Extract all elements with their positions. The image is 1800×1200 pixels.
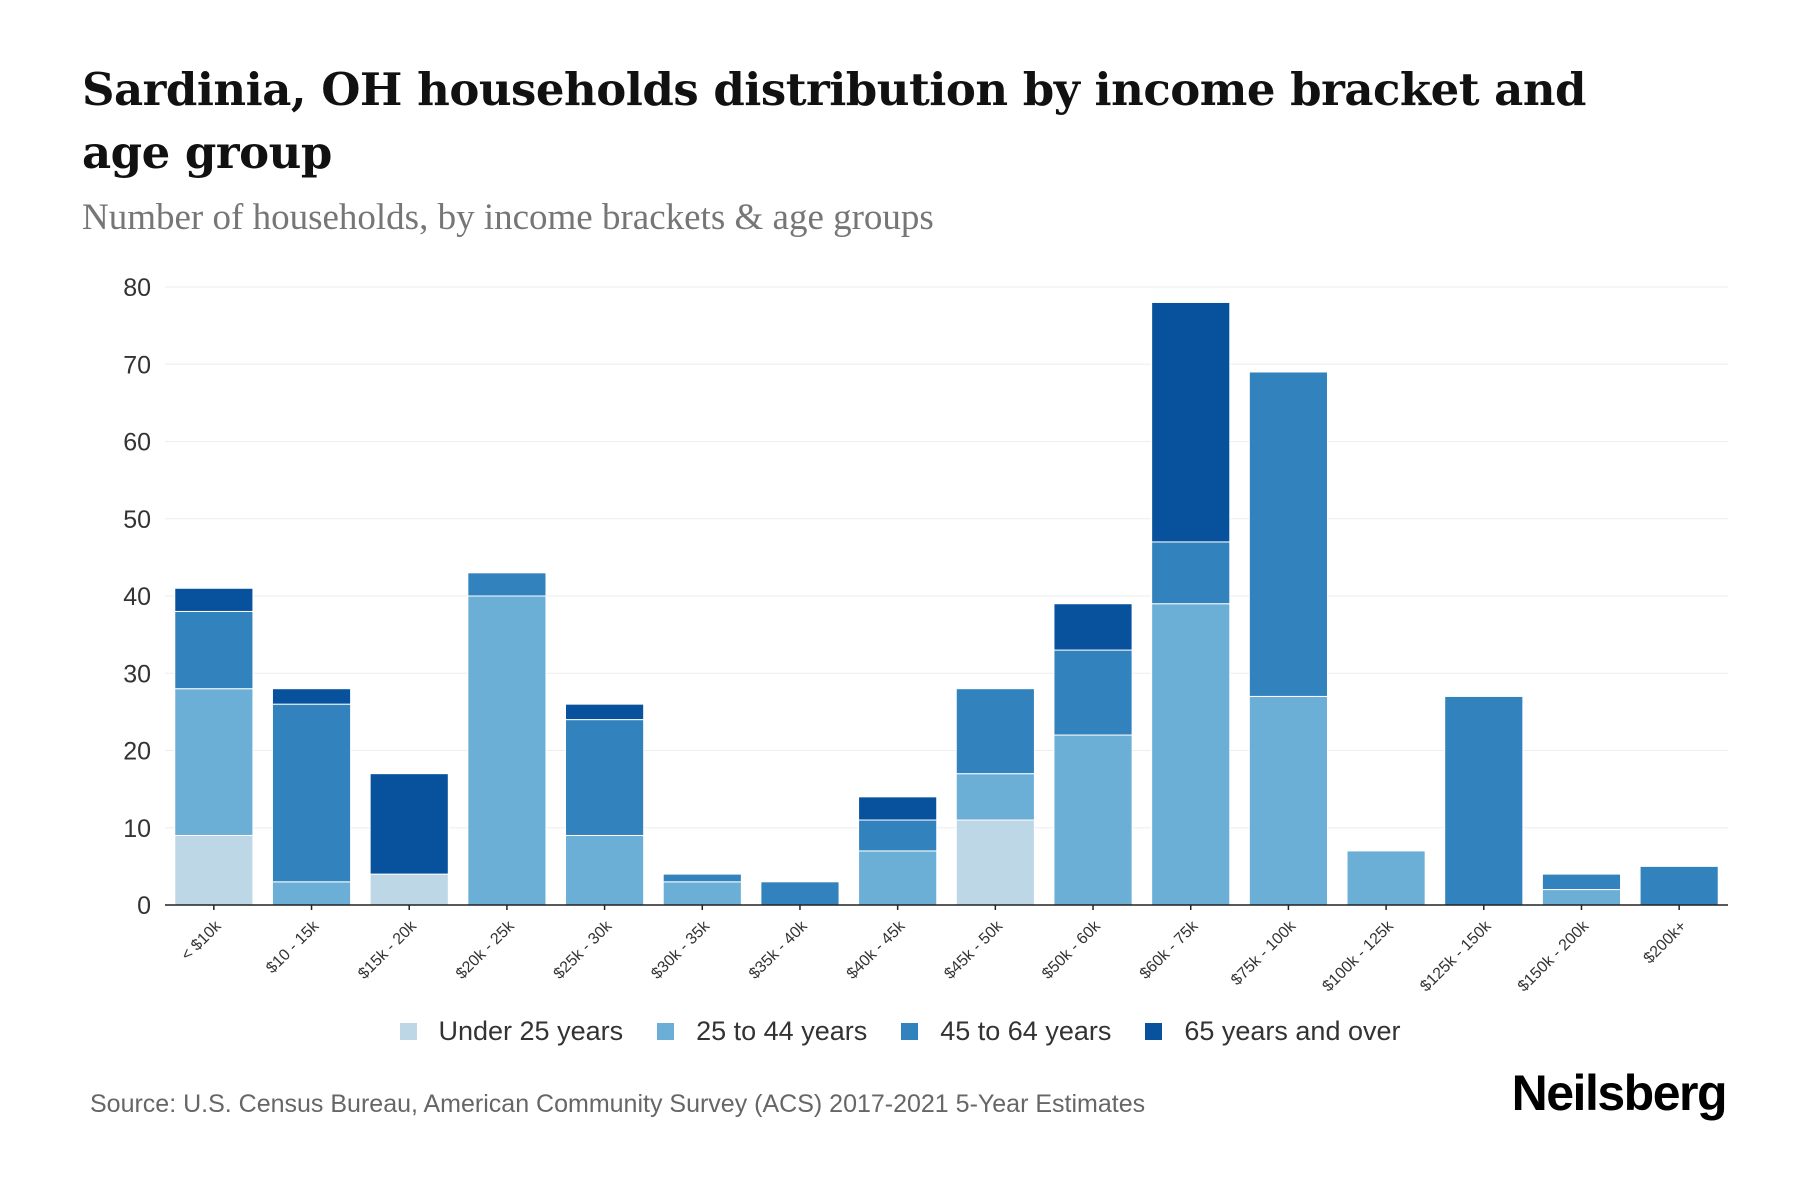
bar-segment	[369, 873, 449, 906]
bar-segment	[565, 834, 645, 906]
x-tick-label: $200k+	[1641, 918, 1690, 967]
bar-segment	[565, 719, 645, 836]
legend-label: 45 to 64 years	[940, 1016, 1112, 1046]
x-tick-label: $25k - 30k	[551, 917, 617, 983]
bar-segment	[467, 595, 547, 906]
x-tick-label: $30k - 35k	[648, 917, 714, 983]
legend-swatch-icon	[399, 1023, 417, 1040]
x-tick-label: < $10k	[178, 917, 225, 964]
stacked-bar-chart: 0 10 20 30 40 50 60 70 80 < $10k $10 - 15k $15k - …	[123, 274, 1728, 995]
bar-stack	[174, 587, 254, 906]
x-tick-label: $20k - 25k	[453, 917, 519, 983]
bar-segment	[271, 703, 352, 883]
bar-stack	[1444, 695, 1524, 906]
bar-segment	[858, 850, 938, 906]
bar-segment	[1053, 734, 1133, 906]
y-tick-label: 70	[123, 351, 151, 379]
bar-segment	[858, 819, 938, 852]
y-tick-label: 50	[123, 506, 151, 534]
bar-segment	[467, 572, 547, 597]
y-tick-label: 80	[123, 274, 151, 302]
bar-segment	[858, 796, 938, 821]
bar-stack	[369, 773, 449, 906]
bar-segment	[1444, 695, 1524, 906]
bar-stack	[1346, 850, 1426, 906]
bar-segment	[271, 688, 352, 705]
bar-segment	[1639, 865, 1719, 906]
legend-item: 45 to 64 years	[901, 1016, 1111, 1047]
bars	[174, 301, 1719, 906]
brand-logo: Neilsberg	[1511, 1065, 1728, 1121]
y-tick-label: 20	[123, 738, 151, 766]
legend-label: 65 years and over	[1184, 1016, 1401, 1046]
bar-stack	[1541, 873, 1622, 906]
x-axis-ticks: < $10k $10 - 15k $15k - 20k $20k - 25k $25k …	[178, 905, 1690, 995]
chart-title: Sardinia, OH households distribution by …	[82, 63, 1587, 179]
legend-item: Under 25 years	[399, 1016, 624, 1047]
bar-segment	[1541, 873, 1622, 891]
legend-item: 25 to 44 years	[657, 1016, 867, 1047]
x-tick-label: $50k - 60k	[1039, 917, 1105, 983]
legend-swatch-icon	[901, 1023, 919, 1040]
bar-segment	[1053, 649, 1133, 736]
bar-segment	[662, 873, 742, 883]
bar-stack	[467, 572, 547, 906]
y-tick-label: 0	[137, 892, 151, 920]
legend-swatch-icon	[1145, 1023, 1163, 1040]
bar-stack	[955, 688, 1035, 906]
bar-segment	[955, 688, 1035, 775]
legend-item: 65 years and over	[1145, 1016, 1401, 1047]
x-tick-label: $60k - 75k	[1137, 917, 1203, 983]
bar-segment	[565, 703, 645, 721]
bar-stack	[760, 881, 840, 906]
x-tick-label: $15k - 20k	[355, 917, 421, 983]
bar-stack	[1151, 301, 1231, 906]
bar-segment	[1346, 850, 1426, 906]
bar-segment	[662, 881, 742, 906]
x-tick-label: $125k - 150k	[1417, 917, 1495, 995]
x-tick-label: $10 - 15k	[263, 917, 323, 977]
bar-segment	[760, 881, 840, 906]
bar-segment	[1248, 695, 1328, 906]
x-tick-label: $35k - 40k	[746, 917, 812, 983]
legend-swatch-icon	[657, 1023, 675, 1040]
bar-segment	[174, 587, 254, 612]
bar-segment	[955, 819, 1035, 906]
bar-stack	[662, 873, 742, 906]
y-tick-label: 40	[123, 583, 151, 611]
x-tick-label: $100k - 125k	[1319, 917, 1397, 995]
bar-segment	[1151, 541, 1231, 605]
bar-stack	[271, 688, 352, 906]
bar-segment	[1541, 889, 1622, 906]
bar-stack	[565, 703, 645, 906]
bar-stack	[1053, 603, 1133, 906]
bar-segment	[174, 610, 254, 690]
bar-stack	[858, 796, 938, 906]
y-axis-ticks: 0 10 20 30 40 50 60 70 80	[123, 274, 151, 920]
legend: Under 25 years 25 to 44 years 45 to 64 yea…	[0, 1016, 1800, 1047]
x-tick-label: $150k - 200k	[1515, 917, 1593, 995]
bar-segment	[174, 834, 254, 906]
bar-segment	[955, 773, 1035, 821]
bar-segment	[1053, 603, 1133, 651]
bar-segment	[174, 688, 254, 836]
bar-segment	[1151, 603, 1231, 906]
legend-label: 25 to 44 years	[696, 1016, 868, 1046]
legend-label: Under 25 years	[438, 1016, 624, 1046]
bar-stack	[1248, 371, 1328, 906]
y-tick-label: 60	[123, 429, 151, 457]
bar-segment	[271, 881, 352, 906]
chart-subtitle: Number of households, by income brackets…	[82, 197, 934, 238]
bar-segment	[1248, 371, 1328, 697]
x-tick-label: $75k - 100k	[1228, 917, 1300, 989]
x-tick-label: $40k - 45k	[844, 917, 910, 983]
x-tick-label: $45k - 50k	[941, 917, 1007, 983]
bar-segment	[1151, 301, 1231, 543]
bar-segment	[369, 773, 449, 875]
source-note: Source: U.S. Census Bureau, American Com…	[90, 1090, 1146, 1118]
y-tick-label: 10	[123, 815, 151, 843]
bar-stack	[1639, 865, 1719, 906]
y-tick-label: 30	[123, 660, 151, 688]
